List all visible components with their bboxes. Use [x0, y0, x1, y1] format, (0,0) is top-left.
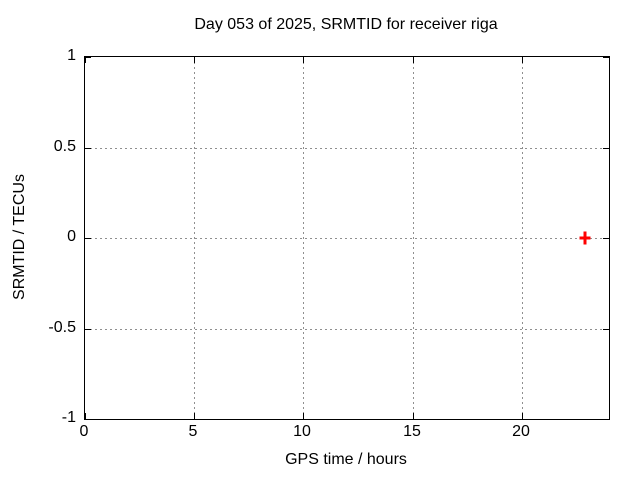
y-tick-mark	[603, 419, 609, 420]
chart-title: Day 053 of 2025, SRMTID for receiver rig…	[194, 16, 498, 33]
y-tick-label: 0.5	[53, 138, 76, 155]
y-tick-label: 0	[67, 228, 76, 245]
x-tick-mark	[194, 413, 195, 419]
y-tick-mark	[603, 148, 609, 149]
y-tick-mark	[85, 238, 91, 239]
y-tick-mark	[603, 238, 609, 239]
marker-vertical-bar	[583, 231, 587, 245]
y-tick-mark	[603, 57, 609, 58]
data-point-marker	[579, 231, 591, 245]
x-axis-label: GPS time / hours	[285, 451, 407, 468]
y-tick-mark	[85, 148, 91, 149]
gridline-horizontal	[85, 238, 609, 239]
x-tick-mark	[303, 57, 304, 63]
gridline-horizontal	[85, 329, 609, 330]
y-tick-label: 1	[67, 47, 76, 64]
x-tick-label: 0	[79, 423, 89, 440]
y-tick-label: -0.5	[48, 319, 76, 336]
x-tick-mark	[522, 413, 523, 419]
x-tick-mark	[303, 413, 304, 419]
y-tick-mark	[603, 329, 609, 330]
x-tick-label: 5	[188, 423, 198, 440]
x-tick-mark	[85, 57, 86, 63]
x-tick-mark	[522, 57, 523, 63]
x-tick-mark	[194, 57, 195, 63]
x-tick-label: 15	[403, 423, 421, 440]
x-tick-label: 10	[293, 423, 311, 440]
x-tick-label: 20	[512, 423, 530, 440]
y-tick-mark	[85, 57, 91, 58]
y-tick-mark	[85, 419, 91, 420]
y-tick-mark	[85, 329, 91, 330]
x-tick-mark	[413, 57, 414, 63]
x-tick-mark	[85, 413, 86, 419]
y-tick-label: -1	[61, 409, 76, 426]
gridline-horizontal	[85, 148, 609, 149]
x-tick-mark	[413, 413, 414, 419]
plot-area	[84, 56, 610, 420]
